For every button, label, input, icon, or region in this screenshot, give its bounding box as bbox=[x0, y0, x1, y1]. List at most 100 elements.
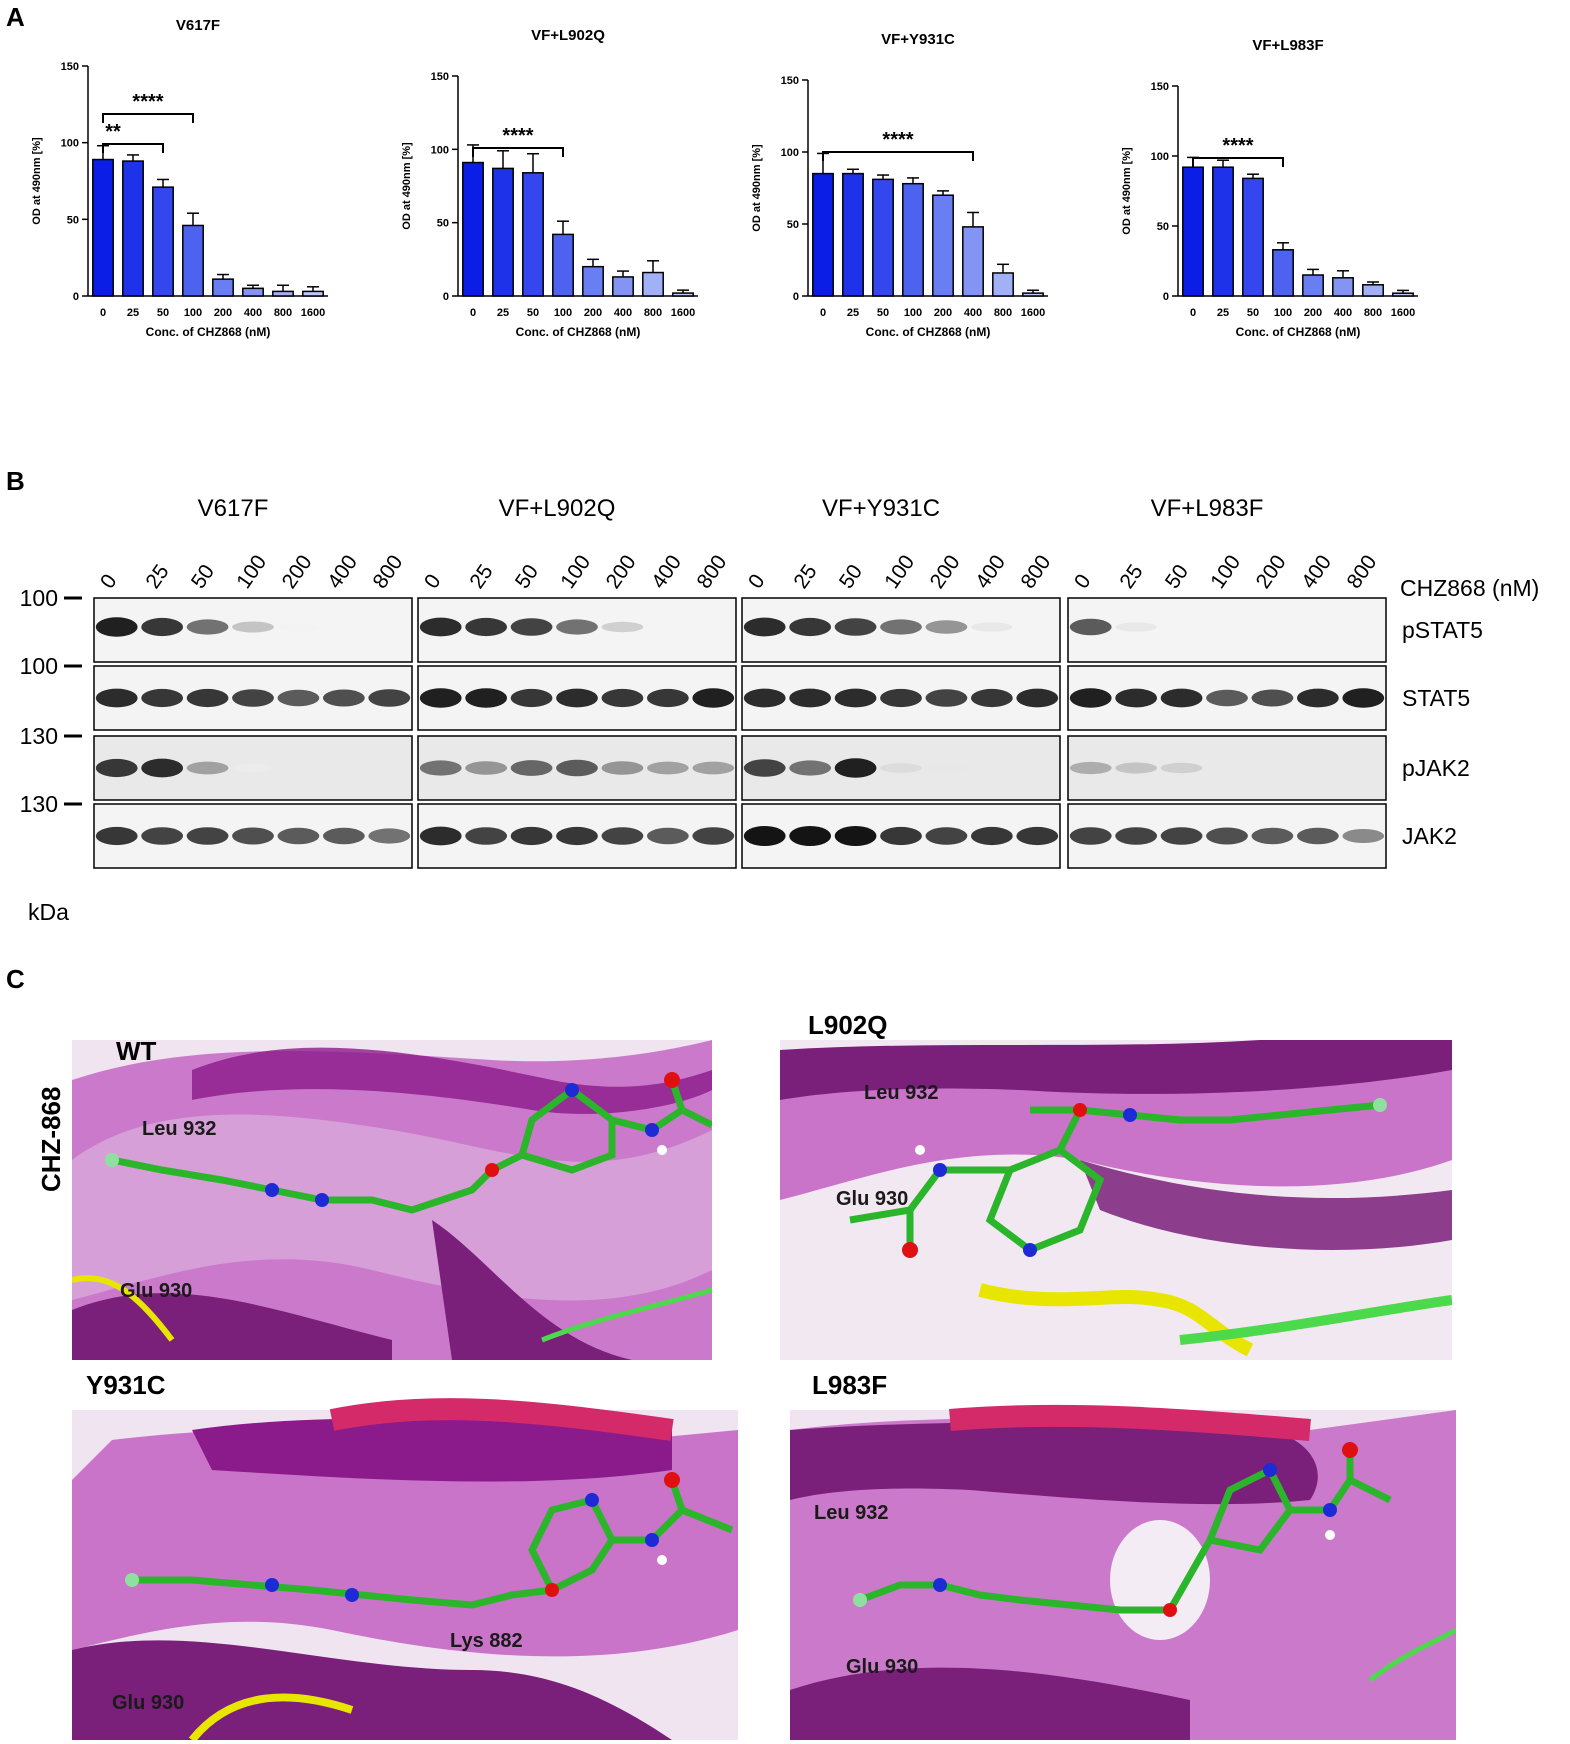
blot-band bbox=[368, 828, 411, 844]
blot-band bbox=[880, 619, 922, 635]
blot-band bbox=[186, 827, 229, 845]
significance-bracket bbox=[102, 143, 164, 153]
x-tick-label: 50 bbox=[157, 307, 169, 319]
blot-band bbox=[186, 619, 229, 635]
blot-band bbox=[1251, 827, 1294, 845]
residue-label: Lys 882 bbox=[450, 1630, 523, 1652]
blot-band bbox=[646, 688, 689, 708]
blot-band bbox=[601, 761, 644, 775]
x-axis-label: Conc. of CHZ868 (nM) bbox=[1236, 325, 1361, 339]
bar bbox=[932, 194, 954, 297]
y-tick-label: 0 bbox=[1163, 291, 1169, 303]
bar bbox=[492, 167, 514, 297]
chart-title: V617F bbox=[176, 17, 220, 34]
blot-band bbox=[743, 617, 786, 637]
bar bbox=[1242, 177, 1264, 297]
blot-band bbox=[322, 827, 365, 845]
blot-band bbox=[1342, 829, 1385, 843]
blot-band bbox=[419, 826, 462, 846]
blot-band bbox=[277, 689, 320, 707]
bar bbox=[1332, 277, 1354, 297]
bar bbox=[152, 186, 174, 297]
bar bbox=[672, 292, 694, 297]
blot-band bbox=[1206, 689, 1248, 707]
blot-band bbox=[1016, 688, 1059, 708]
lane-label: 100 bbox=[556, 551, 595, 593]
blot-band bbox=[368, 689, 411, 707]
blot-group-label: V617F bbox=[198, 495, 269, 522]
blot-band bbox=[789, 688, 832, 708]
blot-band bbox=[1069, 688, 1112, 708]
blot-band bbox=[322, 689, 365, 707]
x-tick-label: 200 bbox=[934, 307, 952, 319]
bar bbox=[812, 172, 834, 297]
ligand-side-label: CHZ-868 bbox=[36, 1086, 66, 1192]
lane-label: 200 bbox=[602, 551, 641, 593]
lane-label: 25 bbox=[141, 561, 173, 593]
blot-band bbox=[1160, 688, 1203, 708]
docking-illustration-wt bbox=[72, 1040, 712, 1360]
blot-band bbox=[232, 621, 274, 633]
residue-label: Leu 932 bbox=[814, 1502, 889, 1524]
x-tick-label: 25 bbox=[127, 307, 139, 319]
blot-band bbox=[1115, 688, 1158, 708]
x-axis-label: Conc. of CHZ868 (nM) bbox=[516, 325, 641, 339]
lane-label: 50 bbox=[1161, 561, 1193, 593]
bar bbox=[522, 172, 544, 297]
bar bbox=[1392, 292, 1414, 297]
lane-label: 800 bbox=[693, 551, 732, 593]
marker-label: 100 bbox=[20, 653, 58, 679]
y-tick-label: 50 bbox=[437, 218, 449, 230]
lane-label: 0 bbox=[744, 570, 770, 593]
y-tick-label: 150 bbox=[431, 71, 449, 83]
x-tick-label: 400 bbox=[244, 307, 262, 319]
lane-label: 50 bbox=[511, 561, 543, 593]
blot-band bbox=[95, 688, 138, 708]
significance-label: ** bbox=[105, 121, 121, 143]
docking-view-y931c: Y931C Lys 882 Glu 930 bbox=[72, 1370, 738, 1740]
blot-band bbox=[601, 827, 644, 845]
bar-chart-3: VF+Y931C 0 50 100 150 OD at 490nm [%] 0 25 50 100… bbox=[751, 31, 1048, 339]
lane-label: 25 bbox=[1115, 561, 1147, 593]
x-tick-label: 50 bbox=[1247, 307, 1259, 319]
bar bbox=[842, 172, 864, 297]
blot-band bbox=[95, 617, 138, 637]
bar-chart-4: VF+L983F 0 50 100 150 OD at 490nm [%] 0 25 50 100… bbox=[1121, 37, 1418, 339]
blot-band bbox=[141, 688, 184, 708]
x-tick-label: 50 bbox=[527, 307, 539, 319]
blot-band bbox=[556, 619, 598, 635]
blot-band bbox=[95, 826, 138, 846]
blot-band bbox=[419, 760, 462, 776]
bar-chart-2: VF+L902Q 0 50 100 150 OD at 490nm [%] 0 25 50 100… bbox=[401, 27, 698, 339]
lane-label: 400 bbox=[971, 551, 1010, 593]
blot-band bbox=[743, 688, 786, 708]
x-tick-label: 0 bbox=[470, 307, 476, 319]
x-tick-label: 25 bbox=[497, 307, 509, 319]
blot-band bbox=[1251, 689, 1294, 707]
bar bbox=[902, 182, 924, 297]
blot-band bbox=[834, 618, 877, 636]
blot-band bbox=[834, 758, 877, 778]
lane-label: 0 bbox=[1070, 570, 1096, 593]
marker-label: 130 bbox=[20, 723, 58, 749]
bar bbox=[612, 276, 634, 297]
x-tick-label: 800 bbox=[274, 307, 292, 319]
lane-label: 100 bbox=[880, 551, 919, 593]
blot-band bbox=[141, 617, 184, 637]
blot-band bbox=[692, 761, 735, 775]
x-tick-label: 0 bbox=[820, 307, 826, 319]
lane-label: 50 bbox=[187, 561, 219, 593]
blot-band bbox=[465, 827, 508, 845]
panel-letter-a: A bbox=[6, 2, 25, 32]
blot-band bbox=[925, 827, 968, 845]
x-tick-label: 100 bbox=[904, 307, 922, 319]
docking-illustration-l902q bbox=[780, 1040, 1452, 1360]
bar bbox=[242, 287, 264, 297]
lane-label: 200 bbox=[926, 551, 965, 593]
bar bbox=[462, 161, 484, 297]
blot-band bbox=[601, 688, 644, 708]
blot-band bbox=[1115, 622, 1158, 632]
y-axis-label: OD at 490nm [%] bbox=[751, 144, 763, 232]
blot-band bbox=[510, 618, 553, 636]
bar bbox=[1362, 284, 1384, 297]
